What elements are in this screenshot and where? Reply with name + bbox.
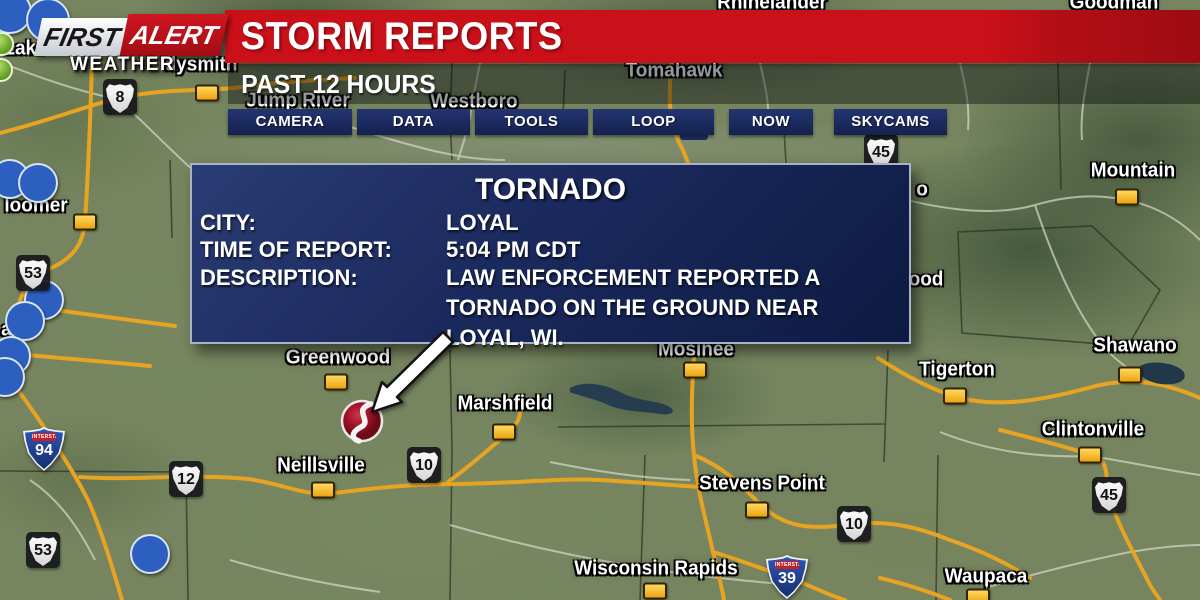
logo-weather-text: WEATHER [70, 54, 176, 75]
highway-number: 8 [115, 88, 125, 106]
description-value: LAW ENFORCEMENT REPORTED A TORNADO ON TH… [446, 263, 820, 353]
logo-first-box: FIRST [33, 18, 131, 56]
city-value: LOYAL [446, 210, 519, 235]
map-label-waupaca: Waupaca [944, 565, 1028, 588]
us-highway-10-shield: 10 [407, 447, 441, 483]
city-marker [1115, 188, 1139, 206]
city-label: CITY: [200, 210, 256, 235]
interstate-shield-fill: INTERSTATE94 [25, 429, 63, 469]
description-label: DESCRIPTION: [200, 265, 358, 290]
city-marker [1118, 366, 1142, 384]
map-label-westboro: Westboro [430, 90, 518, 113]
interstate-number: 39 [778, 570, 796, 587]
us-highway-53-shield: 53 [16, 255, 50, 291]
time-value: 5:04 PM CDT [446, 237, 581, 262]
menu-button-tools[interactable]: TOOLS [475, 109, 588, 135]
highway-number: 12 [177, 470, 195, 488]
map-label-shawano: Shawano [1093, 334, 1177, 357]
interstate-band: INTERSTATE [32, 433, 56, 441]
description-line-2: TORNADO ON THE GROUND NEAR [446, 295, 819, 320]
report-description-row: DESCRIPTION: LAW ENFORCEMENT REPORTED A … [192, 263, 909, 353]
map-label-o: o [916, 178, 928, 201]
city-marker [683, 361, 707, 379]
first-alert-weather-logo: FIRST ALERT WEATHER [26, 8, 236, 80]
highway-number: 10 [845, 515, 863, 533]
map-label-mosinee: Mosinee [657, 338, 735, 361]
map-label-jump-river: Jump River [246, 89, 350, 112]
interstate-band: INTERSTATE [775, 561, 799, 569]
menu-button-camera[interactable]: CAMERA [228, 109, 352, 135]
highway-number: 53 [24, 264, 42, 282]
map-label-stevens-point: Stevens Point [699, 472, 825, 495]
highway-number: 10 [415, 456, 433, 474]
map-label-loomer: loomer [4, 194, 68, 217]
map-label-wisconsin-rapids: Wisconsin Rapids [574, 557, 738, 580]
us-highway-12-shield: 12 [169, 461, 203, 497]
description-line-1: LAW ENFORCEMENT REPORTED A [446, 265, 821, 290]
hail-report-icon[interactable] [5, 301, 45, 341]
time-range-label: PAST 12 HOURS [241, 69, 436, 99]
menu-button-now[interactable]: NOW [729, 109, 813, 135]
map-label-clintonville: Clintonville [1041, 418, 1145, 441]
us-highway-45-shield: 45 [1092, 477, 1126, 513]
menu-button-skycams[interactable]: SKYCAMS [834, 109, 947, 135]
map-label-neillsville: Neillsville [277, 454, 365, 477]
interstate-number: 94 [35, 442, 53, 459]
city-marker [324, 373, 348, 391]
highway-number: 45 [872, 143, 890, 161]
map-label-marshfield: Marshfield [457, 392, 553, 415]
interstate-39-shield: INTERSTATE39 [766, 555, 808, 599]
menu-button-data[interactable]: DATA [357, 109, 470, 135]
page-title: STORM REPORTS [240, 15, 563, 58]
menu-bar: CAMERA DATA TOOLS LOOP NOW SKYCAMS [0, 109, 1200, 135]
hail-report-icon[interactable] [130, 534, 170, 574]
logo-alert-box: ALERT [119, 14, 229, 56]
storm-report-popup: TORNADO CITY: LOYAL TIME OF REPORT: 5:04… [190, 163, 911, 350]
city-marker [311, 481, 335, 499]
us-highway-53-shield: 53 [26, 532, 60, 568]
logo-first-text: FIRST [41, 21, 123, 52]
menu-button-loop[interactable]: LOOP [593, 109, 714, 135]
city-marker [966, 588, 990, 600]
hail-report-icon[interactable] [18, 163, 58, 203]
us-highway-8-shield: 8 [103, 79, 137, 115]
report-time-row: TIME OF REPORT: 5:04 PM CDT [192, 236, 909, 263]
city-marker [1078, 446, 1102, 464]
city-marker [745, 501, 769, 519]
city-marker [492, 423, 516, 441]
map-label-mountain: Mountain [1090, 159, 1176, 182]
interstate-94-shield: INTERSTATE94 [23, 427, 65, 471]
city-marker [943, 387, 967, 405]
interstate-shield-fill: INTERSTATE39 [768, 557, 806, 597]
minor-roads [0, 61, 1200, 593]
city-marker [643, 582, 667, 600]
time-label: TIME OF REPORT: [200, 237, 392, 262]
lakes [570, 362, 1185, 415]
report-city-row: CITY: LOYAL [192, 209, 909, 236]
map-label-ood: ood [908, 268, 944, 291]
map-label-tigerton: Tigerton [919, 358, 995, 381]
us-highway-10-shield: 10 [837, 506, 871, 542]
title-banner: STORM REPORTS [225, 10, 1200, 63]
highway-number: 53 [34, 541, 52, 559]
highway-number: 45 [1100, 486, 1118, 504]
map-label-dysmith: dysmith [164, 53, 238, 76]
report-type-title: TORNADO [474, 173, 627, 206]
logo-alert-text: ALERT [127, 19, 221, 50]
map-label-greenwood: Greenwood [285, 346, 391, 369]
description-line-3: LOYAL, WI. [446, 325, 564, 350]
map-label-tomahawk: Tomahawk [625, 59, 723, 82]
time-range-bar: PAST 12 HOURS [228, 64, 1200, 104]
city-marker [195, 84, 219, 102]
city-marker [73, 213, 97, 231]
